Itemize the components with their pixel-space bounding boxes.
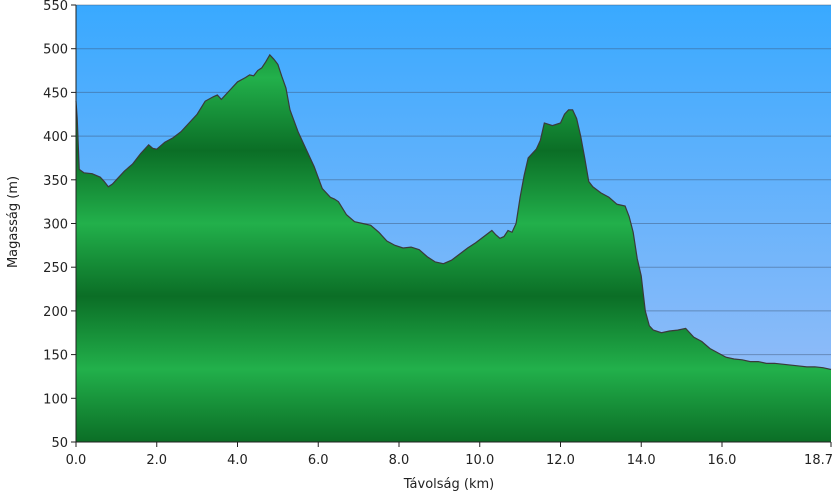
x-tick-label: 2.0 [146,453,167,468]
x-tick-label: 4.0 [227,453,248,468]
y-tick-label: 250 [43,261,68,276]
x-tick-label: 0.0 [66,453,87,468]
y-tick-label: 400 [43,130,68,145]
y-tick-label: 350 [43,174,68,189]
x-tick-label: 12.0 [546,453,575,468]
y-tick-label: 450 [43,86,68,101]
x-tick-label: 18.7 [804,453,833,468]
elevation-area [76,54,831,442]
x-tick-label: 6.0 [308,453,329,468]
y-tick-label: 50 [51,436,68,451]
x-tick-label: 8.0 [389,453,410,468]
x-tick-label: 16.0 [708,453,737,468]
y-tick-label: 200 [43,305,68,320]
y-tick-label: 550 [43,0,68,14]
elevation-line [75,53,832,371]
y-tick-label: 500 [43,43,68,58]
x-tick-label: 14.0 [627,453,656,468]
x-axis-ticks: 0.0 2.0 4.0 6.0 8.0 10.0 12.0 14.0 16.0 18.7 [66,442,833,468]
y-tick-label: 100 [43,392,68,407]
x-axis-title: Távolság (km) [403,477,494,492]
y-tick-label: 300 [43,218,68,233]
y-axis-title: Magasság (m) [6,176,21,268]
y-axis-ticks: 50 100 150 200 250 300 350 400 450 500 550 [43,0,76,451]
x-tick-label: 10.0 [465,453,494,468]
y-tick-label: 150 [43,349,68,364]
